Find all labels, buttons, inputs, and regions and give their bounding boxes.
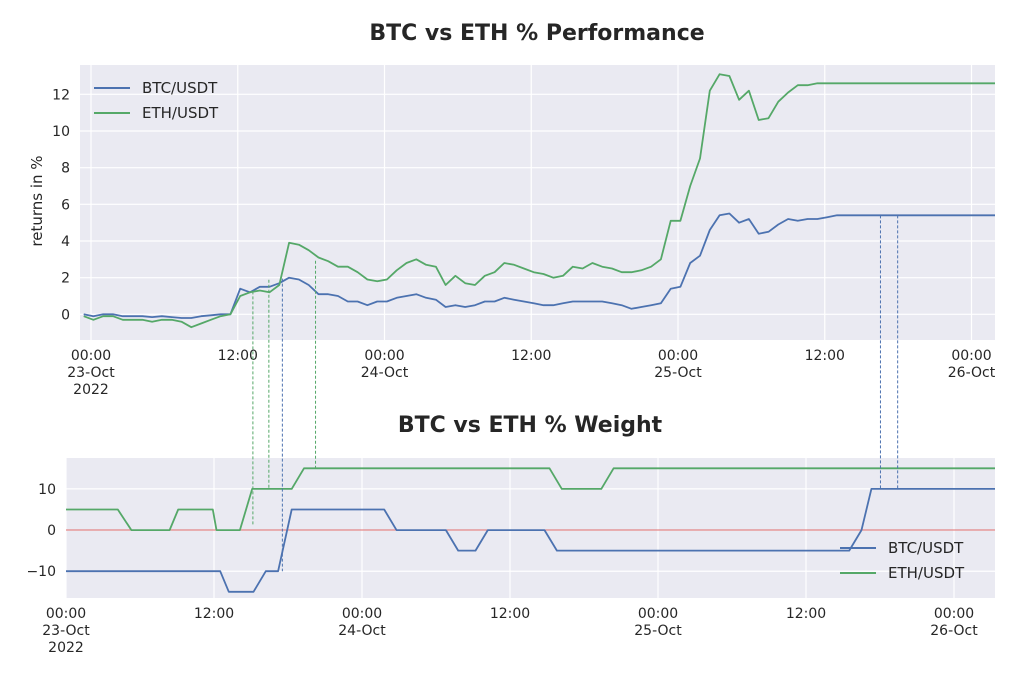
performance-y-tick-label: 0 <box>61 307 70 323</box>
performance-grid <box>80 65 995 340</box>
performance-ticks: 0 2 4 6 8 10 12 00:00 23-Oct 2022 12:00 00:00 24-Oct… <box>52 87 996 398</box>
performance-x-tick-label: 00:00 24-Oct <box>361 348 409 381</box>
weight-line-btc-usdt <box>66 487 995 593</box>
performance-x-tick-label: 12:00 <box>511 348 551 364</box>
performance-y-tick-label: 6 <box>61 197 70 213</box>
performance-x-tick-label: 12:00 <box>805 348 845 364</box>
performance-x-tick-label: 00:00 23-Oct 2022 <box>67 348 115 398</box>
weight-x-tick-label: 00:00 25-Oct <box>634 606 682 639</box>
weight-legend-label: ETH/USDT <box>888 564 965 582</box>
performance-y-tick-label: 12 <box>52 87 70 103</box>
connector-lines <box>252 215 899 572</box>
weight-plot-area <box>66 458 995 598</box>
performance-y-tick-label: 8 <box>61 161 70 177</box>
weight-y-tick-label: 0 <box>47 523 56 539</box>
performance-x-tick-label: 12:00 <box>218 348 258 364</box>
weight-y-tick-label: 10 <box>38 482 56 498</box>
weight-y-tick-label: −10 <box>26 564 56 580</box>
weight-x-tick-label: 00:00 24-Oct <box>338 606 386 639</box>
weight-x-tick-label: 12:00 <box>490 606 530 622</box>
weight-legend-label: BTC/USDT <box>888 539 964 557</box>
performance-plot-area <box>80 65 995 340</box>
chart-title-performance: BTC vs ETH % Performance <box>369 21 704 46</box>
performance-y-tick-label: 4 <box>61 234 70 250</box>
weight-x-tick-label: 00:00 26-Oct <box>930 606 978 639</box>
weight-line-eth-usdt <box>66 467 995 531</box>
performance-y-tick-label: 2 <box>61 271 70 287</box>
performance-line-btc-usdt <box>83 212 995 319</box>
weight-lines <box>66 467 995 593</box>
performance-legend-label: BTC/USDT <box>142 79 218 97</box>
performance-lines <box>83 73 995 329</box>
weight-ticks: −10 0 10 00:00 23-Oct 2022 12:00 00:00 24-Oct 12:… <box>26 482 978 656</box>
weight-x-tick-label: 12:00 <box>194 606 234 622</box>
performance-line-eth-usdt <box>83 73 995 329</box>
weight-x-tick-label: 00:00 23-Oct 2022 <box>42 606 90 656</box>
performance-legend: BTC/USDT ETH/USDT <box>94 79 219 122</box>
weight-x-tick-label: 12:00 <box>786 606 826 622</box>
performance-y-tick-label: 10 <box>52 124 70 140</box>
performance-legend-label: ETH/USDT <box>142 104 219 122</box>
performance-x-tick-label: 00:00 25-Oct <box>654 348 702 381</box>
weight-legend: BTC/USDT ETH/USDT <box>840 539 965 582</box>
performance-y-axis-label: returns in % <box>28 155 46 246</box>
performance-x-tick-label: 00:00 26-Oct <box>948 348 996 381</box>
chart-title-weight: BTC vs ETH % Weight <box>398 413 663 438</box>
